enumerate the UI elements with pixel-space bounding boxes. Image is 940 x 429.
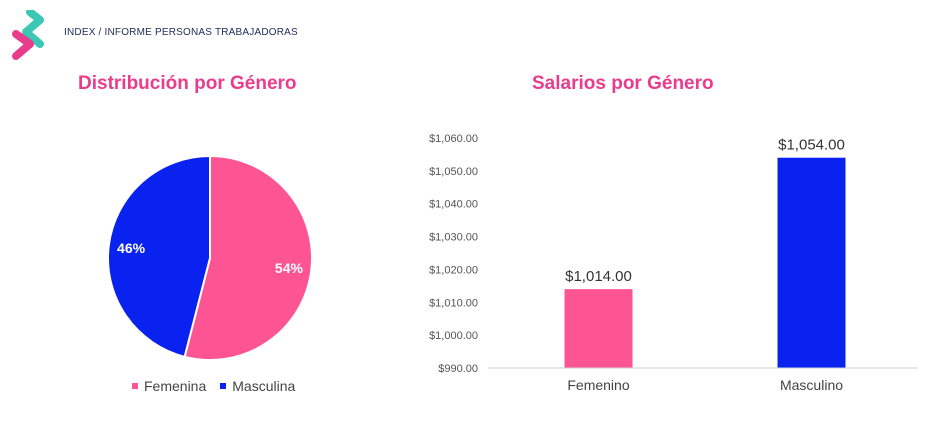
- data-label-femenino: $1,014.00: [565, 268, 632, 285]
- data-label-masculino: $1,054.00: [778, 137, 845, 154]
- y-tick-label: $1,000.00: [429, 330, 478, 342]
- pie-legend: Femenina Masculina: [132, 378, 295, 394]
- bar-femenino: [564, 289, 633, 368]
- breadcrumb[interactable]: INDEX / INFORME PERSONAS TRABAJADORAS: [64, 27, 298, 38]
- legend-label-femenina: Femenina: [144, 378, 207, 394]
- y-tick-label: $1,010.00: [429, 297, 478, 309]
- bar-chart-title: Salarios por Género: [532, 73, 714, 94]
- pie-label-masculina: 46%: [117, 240, 146, 256]
- legend-swatch-femenina: [132, 383, 138, 389]
- y-tick-label: $1,040.00: [429, 199, 478, 211]
- company-logo: [12, 10, 44, 60]
- salary-bar-chart: $990.00 $1,000.00 $1,010.00 $1,020.00 $1,030…: [429, 133, 918, 393]
- legend-item-femenina: Femenina: [132, 378, 206, 394]
- pie-label-femenina: 54%: [275, 260, 304, 276]
- pie-slice-masculina: [107, 154, 211, 359]
- y-tick-label: $1,060.00: [429, 133, 478, 145]
- legend-swatch-masculina: [220, 383, 227, 389]
- gender-pie-chart: 54% 46%: [107, 154, 313, 361]
- logo-teal-chevron: [22, 10, 44, 48]
- pie-chart-title: Distribución por Género: [78, 73, 297, 94]
- logo-pink-chevron: [12, 30, 34, 60]
- bar-masculino: [777, 157, 846, 368]
- y-tick-label: $1,030.00: [429, 232, 478, 244]
- y-tick-label: $990.00: [438, 363, 478, 375]
- x-category-label-femenino: Femenino: [567, 377, 629, 393]
- x-category-label-masculino: Masculino: [780, 377, 843, 393]
- pie-slice-femenina: [183, 154, 313, 361]
- legend-label-masculina: Masculina: [232, 378, 296, 394]
- y-tick-label: $1,050.00: [429, 166, 478, 178]
- legend-item-masculina: Masculina: [220, 378, 295, 394]
- y-tick-label: $1,020.00: [429, 264, 478, 276]
